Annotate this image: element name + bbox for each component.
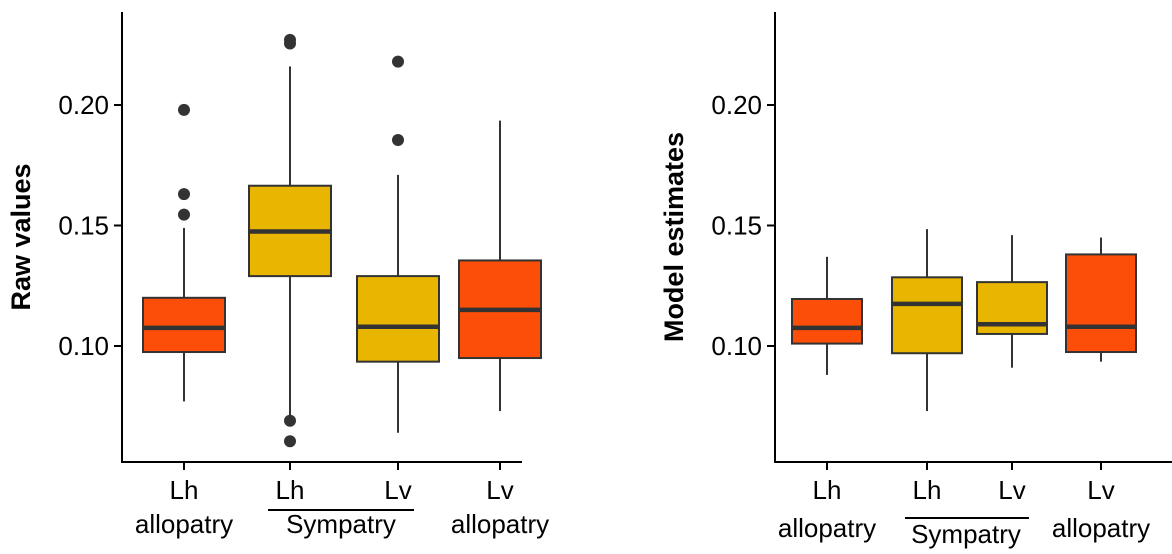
x-category-label: Lv bbox=[384, 475, 411, 505]
x-category-label: Lv bbox=[1087, 475, 1114, 505]
x-category-sublabel: allopatry bbox=[451, 509, 549, 539]
group-label: Sympatry bbox=[286, 509, 396, 539]
panel-raw-values: 0.10 0.15 0.20 Raw values Lh allopatry Lh Lv Lv a… bbox=[6, 12, 549, 539]
x-category-sublabel: allopatry bbox=[135, 509, 233, 539]
outlier-point bbox=[178, 103, 190, 116]
y-axis-title: Model estimates bbox=[659, 132, 689, 342]
outlier-point bbox=[178, 188, 190, 201]
x-category-label: Lh bbox=[276, 475, 305, 505]
y-tick-label: 0.10 bbox=[58, 331, 109, 361]
x-category-label: Lv bbox=[486, 475, 513, 505]
x-category-label: Lh bbox=[813, 475, 842, 505]
box bbox=[142, 296, 226, 354]
y-axis-title: Raw values bbox=[6, 163, 36, 310]
x-category-sublabel: allopatry bbox=[778, 513, 876, 543]
box bbox=[356, 275, 440, 363]
box bbox=[1065, 253, 1137, 354]
box bbox=[891, 276, 963, 355]
box bbox=[791, 298, 863, 345]
outlier-point bbox=[392, 55, 404, 68]
group-label: Sympatry bbox=[911, 519, 1021, 549]
y-tick-label: 0.10 bbox=[711, 331, 762, 361]
panel-model-estimates: 0.10 0.15 0.20 Model estimates Lh allopatry Lh… bbox=[659, 12, 1172, 549]
x-category-sublabel: allopatry bbox=[1052, 513, 1150, 543]
y-tick-label: 0.15 bbox=[711, 211, 762, 241]
x-category-label: Lh bbox=[170, 475, 199, 505]
y-tick-label: 0.20 bbox=[711, 90, 762, 120]
outlier-point bbox=[392, 133, 404, 146]
outlier-point bbox=[284, 37, 296, 50]
x-category-label: Lv bbox=[998, 475, 1025, 505]
x-category-label: Lh bbox=[913, 475, 942, 505]
y-tick-label: 0.15 bbox=[58, 211, 109, 241]
outlier-point bbox=[284, 435, 296, 448]
outlier-point bbox=[284, 414, 296, 427]
outlier-point bbox=[178, 208, 190, 221]
y-tick-label: 0.20 bbox=[58, 90, 109, 120]
